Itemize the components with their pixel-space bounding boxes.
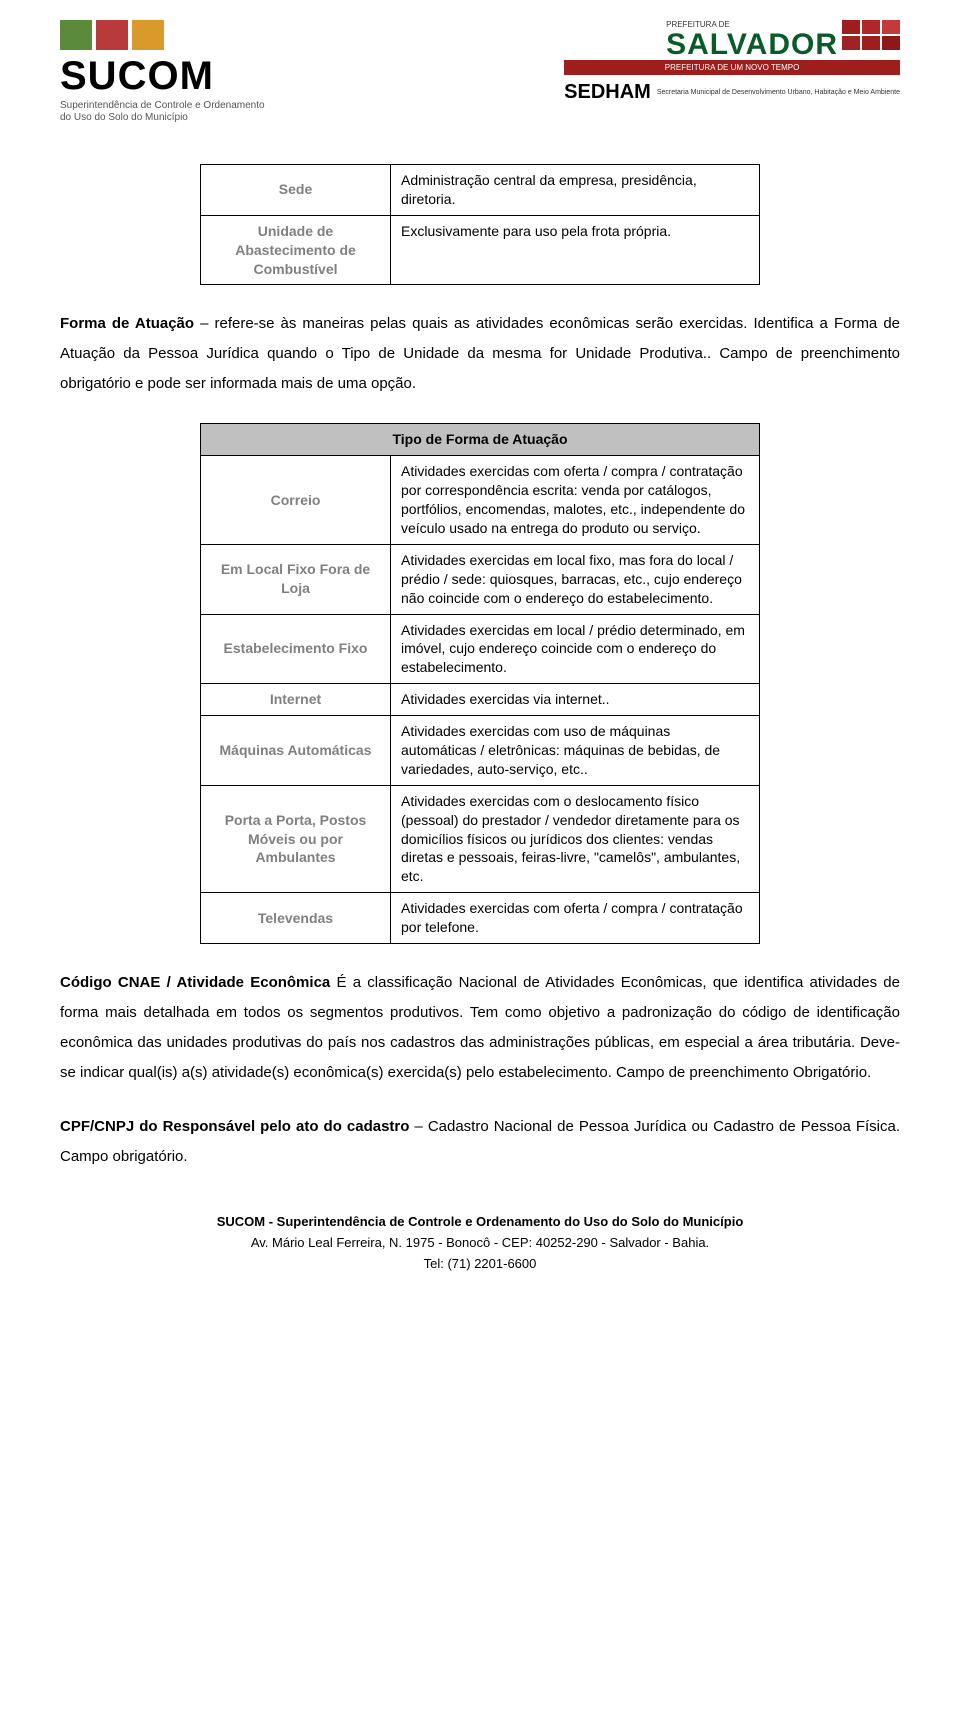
row-desc: Exclusivamente para uso pela frota própr… [391, 215, 760, 285]
row-label: Unidade de Abastecimento de Combustível [201, 215, 391, 285]
salvador-logo-block: PREFEITURA DE SALVADOR PREFEITURA DE UM … [564, 20, 900, 112]
table-row: Internet Atividades exercidas via intern… [201, 684, 760, 716]
row-label: Porta a Porta, Postos Móveis ou por Ambu… [201, 785, 391, 892]
table-header-row: Tipo de Forma de Atuação [201, 424, 760, 456]
salvador-text: PREFEITURA DE SALVADOR [666, 20, 838, 58]
cnae-paragraph: Código CNAE / Atividade Econômica É a cl… [60, 968, 900, 1088]
table-row: Sede Administração central da empresa, p… [201, 165, 760, 216]
forma-atuacao-table: Tipo de Forma de Atuação Correio Ativida… [200, 423, 760, 944]
table-row: Correio Atividades exercidas com oferta … [201, 456, 760, 545]
salvador-mosaic-icon [842, 20, 900, 50]
sucom-sub-line1: Superintendência de Controle e Ordenamen… [60, 100, 265, 111]
sucom-bar-3 [132, 20, 164, 50]
footer-address: Av. Mário Leal Ferreira, N. 1975 - Bonoc… [60, 1233, 900, 1254]
sedham-title: SEDHAM [564, 81, 651, 104]
sucom-sub-line2: do Uso do Solo do Município [60, 112, 188, 123]
table-row: Porta a Porta, Postos Móveis ou por Ambu… [201, 785, 760, 892]
sucom-color-bars [60, 20, 265, 50]
row-label: Em Local Fixo Fora de Loja [201, 544, 391, 614]
salvador-top: PREFEITURA DE SALVADOR [666, 20, 900, 58]
table-row: Estabelecimento Fixo Atividades exercida… [201, 614, 760, 684]
sucom-logo: SUCOM Superintendência de Controle e Ord… [60, 20, 265, 124]
forma-atuacao-paragraph: Forma de Atuação – refere-se às maneiras… [60, 309, 900, 399]
table-row: Unidade de Abastecimento de Combustível … [201, 215, 760, 285]
row-label: Correio [201, 456, 391, 545]
section-header: Tipo de Forma de Atuação [201, 424, 760, 456]
row-label: Estabelecimento Fixo [201, 614, 391, 684]
row-desc: Administração central da empresa, presid… [391, 165, 760, 216]
paragraph-bold: CPF/CNPJ do Responsável pelo ato do cada… [60, 1118, 409, 1135]
row-desc: Atividades exercidas com uso de máquinas… [391, 716, 760, 786]
table-row: Máquinas Automáticas Atividades exercida… [201, 716, 760, 786]
footer-tel: Tel: (71) 2201-6600 [60, 1254, 900, 1275]
sucom-subtitle: Superintendência de Controle e Ordenamen… [60, 100, 265, 124]
row-desc: Atividades exercidas via internet.. [391, 684, 760, 716]
salvador-title: SALVADOR [666, 31, 838, 58]
row-label: Televendas [201, 893, 391, 944]
sucom-bar-2 [96, 20, 128, 50]
footer-org: SUCOM - Superintendência de Controle e O… [60, 1212, 900, 1233]
page: SUCOM Superintendência de Controle e Ord… [0, 0, 960, 1304]
footer: SUCOM - Superintendência de Controle e O… [60, 1212, 900, 1274]
row-desc: Atividades exercidas em local / prédio d… [391, 614, 760, 684]
sucom-title: SUCOM [60, 56, 265, 96]
row-label: Máquinas Automáticas [201, 716, 391, 786]
row-desc: Atividades exercidas com o deslocamento … [391, 785, 760, 892]
row-desc: Atividades exercidas em local fixo, mas … [391, 544, 760, 614]
row-desc: Atividades exercidas com oferta / compra… [391, 893, 760, 944]
sedham-subtitle: Secretaria Municipal de Desenvolvimento … [657, 89, 900, 97]
row-desc: Atividades exercidas com oferta / compra… [391, 456, 760, 545]
row-label: Sede [201, 165, 391, 216]
row-label: Internet [201, 684, 391, 716]
sedham-block: SEDHAM Secretaria Municipal de Desenvolv… [564, 81, 900, 104]
table-row: Televendas Atividades exercidas com ofer… [201, 893, 760, 944]
paragraph-bold: Código CNAE / Atividade Econômica [60, 974, 330, 991]
paragraph-bold: Forma de Atuação [60, 315, 194, 332]
cpf-cnpj-paragraph: CPF/CNPJ do Responsável pelo ato do cada… [60, 1112, 900, 1172]
header: SUCOM Superintendência de Controle e Ord… [60, 20, 900, 124]
unidade-table: Sede Administração central da empresa, p… [200, 164, 760, 285]
table-row: Em Local Fixo Fora de Loja Atividades ex… [201, 544, 760, 614]
salvador-banner: PREFEITURA DE UM NOVO TEMPO [564, 60, 900, 75]
sucom-bar-1 [60, 20, 92, 50]
